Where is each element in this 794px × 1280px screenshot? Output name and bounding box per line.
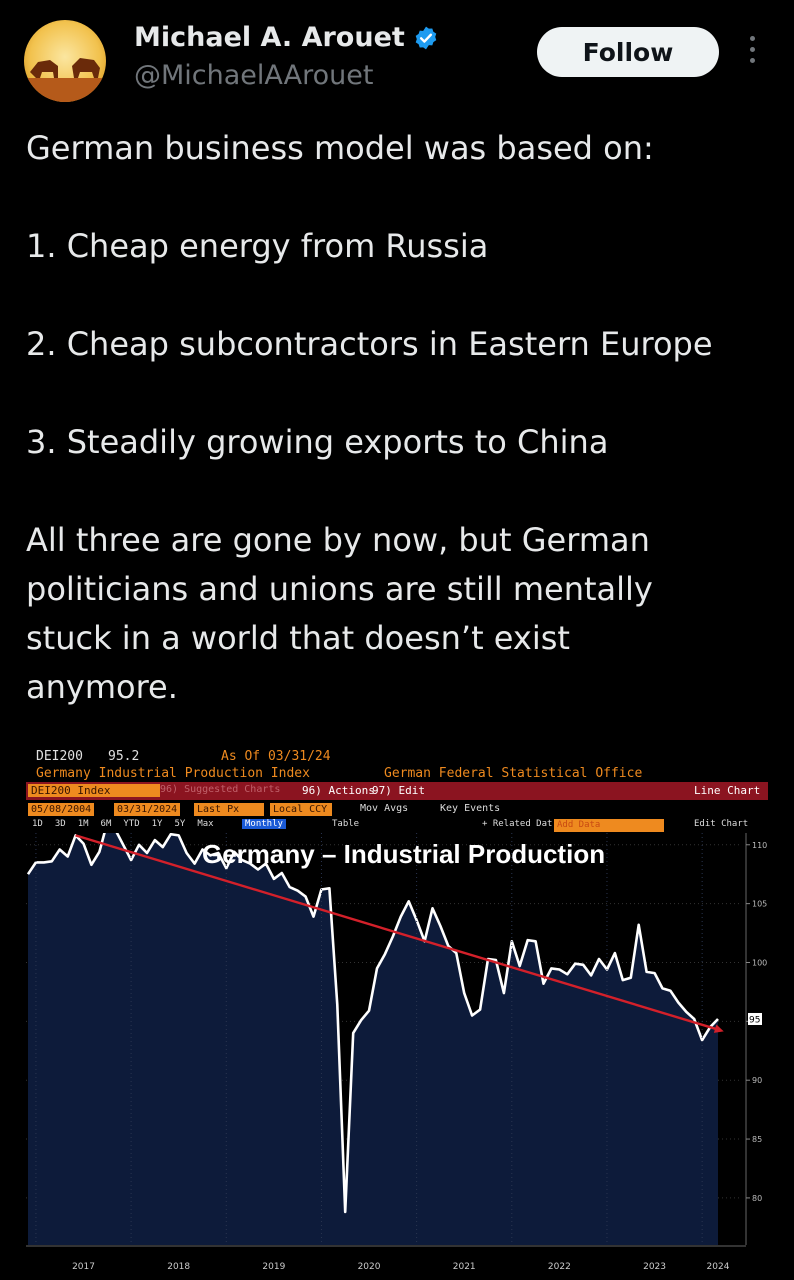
author-name[interactable]: Michael A. Arouet (134, 22, 405, 53)
x-tick-label: 2023 (643, 1262, 666, 1272)
period-button-3d[interactable]: 3D (54, 819, 66, 829)
x-tick-label: 2020 (358, 1262, 381, 1272)
tweet-header: Michael A. Arouet @MichaelAArouet Follow (0, 0, 794, 110)
verified-badge-icon (415, 26, 437, 49)
trend-line (75, 834, 719, 1031)
chart-type-label[interactable]: Line Chart (694, 784, 761, 797)
author-name-row: Michael A. Arouet (134, 22, 439, 53)
period-button-1d[interactable]: 1D (32, 819, 43, 829)
x-tick-label: 2024 (707, 1262, 730, 1272)
end-date-field[interactable]: 03/31/2024 (114, 803, 181, 816)
period-button-5y[interactable]: 5Y (174, 819, 186, 829)
start-date-field[interactable]: 05/08/2004 (28, 803, 95, 816)
terminal-source: German Federal Statistical Office (384, 766, 643, 781)
table-toggle[interactable]: Table (332, 819, 360, 829)
period-button-1y[interactable]: 1Y (151, 819, 163, 829)
last-value-tag (748, 1012, 762, 1025)
mov-avgs-toggle[interactable]: Mov Avgs (360, 803, 409, 814)
tweet-point-3: 3. Steadily growing exports to China (26, 423, 609, 461)
series-area-fill (28, 822, 718, 1245)
period-button-1m[interactable]: 1M (77, 819, 89, 829)
edit-menu[interactable]: 97) Edit (372, 784, 425, 797)
tweet-text: German business model was based on: 1. C… (26, 124, 776, 712)
period-button-6m[interactable]: 6M (100, 819, 112, 829)
x-tick-label: 2022 (548, 1262, 571, 1272)
terminal-period-bar: 1D 3D 1M 6M YTD 1Y 5Y Max Monthly Table + Relat… (26, 818, 768, 833)
terminal-last-value: 95.2 (108, 749, 140, 764)
chart-svg: 80 85 90 100 105 110 95 2017 2018 2019 2020 2021 202… (26, 821, 768, 1280)
price-field[interactable]: Last Px (194, 803, 264, 816)
frequency-select[interactable]: Monthly (242, 819, 286, 829)
period-button-max[interactable]: Max (197, 819, 214, 829)
y-tick-label: 90 (752, 1076, 762, 1085)
y-tick-label: 110 (752, 841, 767, 850)
trend-arrow-head (713, 1024, 724, 1033)
edit-chart-button[interactable]: Edit Chart (694, 819, 749, 829)
tweet-media-image[interactable]: DEI200 95.2 As Of 03/31/24 Germany Indus… (26, 745, 768, 1280)
follow-button[interactable]: Follow (537, 27, 719, 77)
chart-title: Germany – Industrial Production (202, 839, 605, 869)
add-data-field[interactable]: Add Data (554, 819, 664, 832)
period-buttons: 1D 3D 1M 6M YTD 1Y 5Y Max (32, 819, 214, 829)
terminal-command-bar: DEI200 Index 96) Suggested Charts 96) Ac… (26, 782, 768, 800)
period-button-ytd[interactable]: YTD (123, 819, 140, 829)
tweet-point-1: 1. Cheap energy from Russia (26, 227, 489, 265)
terminal-ticker: DEI200 (36, 749, 83, 764)
tweet-conclusion: All three are gone by now, but German po… (26, 521, 653, 706)
terminal-as-of: As Of 03/31/24 (221, 749, 331, 764)
index-field[interactable]: DEI200 Index (28, 784, 160, 797)
avatar[interactable] (24, 20, 106, 102)
y-tick-label: 105 (752, 900, 767, 909)
tweet-intro: German business model was based on: (26, 129, 654, 167)
terminal-series-name: Germany Industrial Production Index (36, 766, 310, 781)
last-value-label: 95 (749, 1015, 760, 1025)
author-handle[interactable]: @MichaelAArouet (134, 60, 374, 91)
y-tick-label: 85 (752, 1135, 762, 1144)
x-tick-label: 2017 (72, 1262, 95, 1272)
suggested-charts-button[interactable]: 96) Suggested Charts (160, 784, 281, 795)
x-tick-label: 2021 (453, 1262, 476, 1272)
related-data-button[interactable]: + Related Dat (482, 819, 553, 829)
chart-area: 80 85 90 100 105 110 95 2017 2018 2019 2020 2021 202… (26, 821, 768, 1280)
x-tick-label: 2019 (262, 1262, 285, 1272)
y-tick-label: 80 (752, 1194, 762, 1203)
key-events-toggle[interactable]: Key Events (440, 803, 501, 814)
terminal-options-bar: 05/08/2004 03/31/2024 Last Px Local CCY … (26, 801, 768, 817)
more-vertical-icon[interactable] (744, 36, 760, 70)
x-tick-label: 2018 (167, 1262, 190, 1272)
actions-menu[interactable]: 96) Actions (302, 784, 375, 797)
tweet-point-2: 2. Cheap subcontractors in Eastern Europ… (26, 325, 713, 363)
series-line (26, 821, 719, 1214)
bull-bear-silhouette-avatar-icon (24, 20, 106, 102)
y-tick-label: 100 (752, 958, 767, 967)
currency-field[interactable]: Local CCY (270, 803, 332, 816)
